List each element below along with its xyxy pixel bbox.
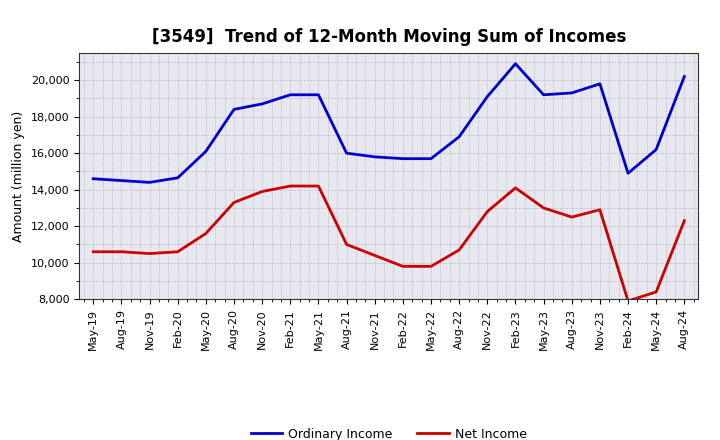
Net Income: [117, 249, 126, 254]
Net Income: [145, 251, 154, 256]
Ordinary Income: [567, 90, 576, 95]
Ordinary Income: [258, 101, 266, 106]
Ordinary Income: [483, 94, 492, 99]
Net Income: [595, 207, 604, 213]
Ordinary Income: [174, 175, 182, 180]
Net Income: [399, 264, 408, 269]
Net Income: [511, 185, 520, 191]
Ordinary Income: [342, 150, 351, 156]
Ordinary Income: [511, 61, 520, 66]
Net Income: [680, 218, 688, 224]
Legend: Ordinary Income, Net Income: Ordinary Income, Net Income: [246, 423, 532, 440]
Net Income: [624, 298, 632, 304]
Net Income: [89, 249, 98, 254]
Ordinary Income: [286, 92, 294, 97]
Net Income: [230, 200, 238, 205]
Net Income: [427, 264, 436, 269]
Net Income: [342, 242, 351, 247]
Ordinary Income: [117, 178, 126, 183]
Ordinary Income: [145, 180, 154, 185]
Ordinary Income: [89, 176, 98, 181]
Ordinary Income: [652, 147, 660, 152]
Ordinary Income: [202, 149, 210, 154]
Title: [3549]  Trend of 12-Month Moving Sum of Incomes: [3549] Trend of 12-Month Moving Sum of I…: [152, 28, 626, 46]
Ordinary Income: [427, 156, 436, 161]
Ordinary Income: [314, 92, 323, 97]
Line: Ordinary Income: Ordinary Income: [94, 64, 684, 183]
Net Income: [539, 205, 548, 211]
Ordinary Income: [624, 171, 632, 176]
Net Income: [370, 253, 379, 258]
Ordinary Income: [399, 156, 408, 161]
Net Income: [483, 209, 492, 214]
Net Income: [652, 289, 660, 294]
Net Income: [258, 189, 266, 194]
Ordinary Income: [455, 134, 464, 139]
Net Income: [314, 183, 323, 189]
Ordinary Income: [680, 74, 688, 79]
Net Income: [286, 183, 294, 189]
Net Income: [455, 247, 464, 253]
Y-axis label: Amount (million yen): Amount (million yen): [12, 110, 25, 242]
Ordinary Income: [539, 92, 548, 97]
Ordinary Income: [370, 154, 379, 159]
Net Income: [567, 214, 576, 220]
Ordinary Income: [230, 107, 238, 112]
Line: Net Income: Net Income: [94, 186, 684, 301]
Net Income: [174, 249, 182, 254]
Net Income: [202, 231, 210, 236]
Ordinary Income: [595, 81, 604, 87]
